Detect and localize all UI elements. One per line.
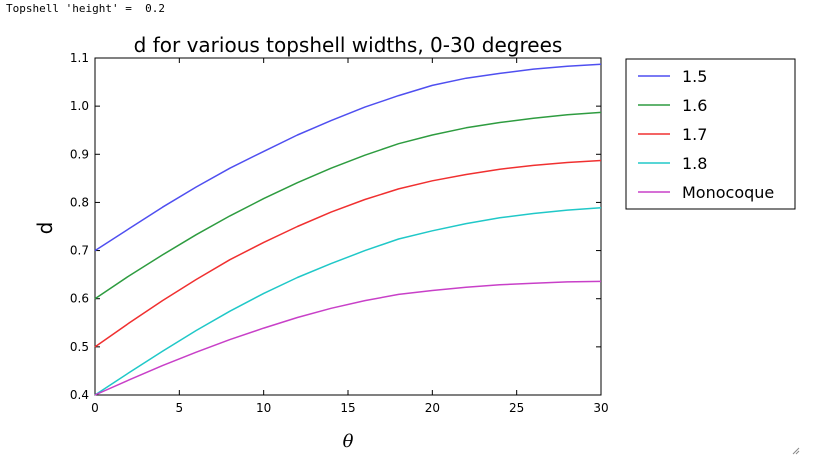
legend-label: 1.7 [682, 125, 707, 144]
y-axis-label: d [33, 222, 57, 235]
series-line-1.5 [94, 63, 602, 252]
axes-frame [94, 57, 602, 396]
y-tick-label: 0.7 [70, 244, 89, 258]
y-tick-label: 0.4 [70, 388, 89, 402]
series-line-1.6 [94, 111, 602, 300]
y-tick-label: 1.0 [70, 99, 89, 113]
y-tick-label: 0.8 [70, 195, 89, 209]
series-line-1.8 [94, 206, 602, 396]
x-tick-label: 10 [256, 401, 271, 415]
legend-label: 1.6 [682, 96, 707, 115]
legend-label: 1.8 [682, 154, 707, 173]
y-tick-label: 1.1 [70, 51, 89, 65]
plot-area: 0 5 10 15 20 25 30 0.4 0.5 0.6 0.7 0.8 0.9 1.0 1.1 [70, 51, 609, 415]
x-tick-label: 5 [176, 401, 184, 415]
resize-grip-icon[interactable] [792, 447, 800, 455]
cell-output-text: Topshell 'height' = 0.2 [6, 2, 165, 15]
y-tick-label: 0.9 [70, 147, 89, 161]
chart-legend: 1.5 1.6 1.7 1.8 Monocoque [625, 58, 796, 210]
series-line-monocoque [94, 280, 602, 396]
x-tick-label: 30 [593, 401, 608, 415]
x-tick-label: 0 [91, 401, 99, 415]
x-axis-label: θ [343, 431, 354, 452]
series-line-1.7 [94, 159, 602, 348]
x-tick-label: 15 [340, 401, 355, 415]
y-tick-label: 0.6 [70, 292, 89, 306]
x-tick-label: 25 [509, 401, 524, 415]
legend-label: Monocoque [682, 183, 774, 202]
chart-title: d for various topshell widths, 0-30 degr… [134, 33, 563, 57]
y-tick-label: 0.5 [70, 340, 89, 354]
x-tick-label: 20 [425, 401, 440, 415]
legend-label: 1.5 [682, 67, 707, 86]
